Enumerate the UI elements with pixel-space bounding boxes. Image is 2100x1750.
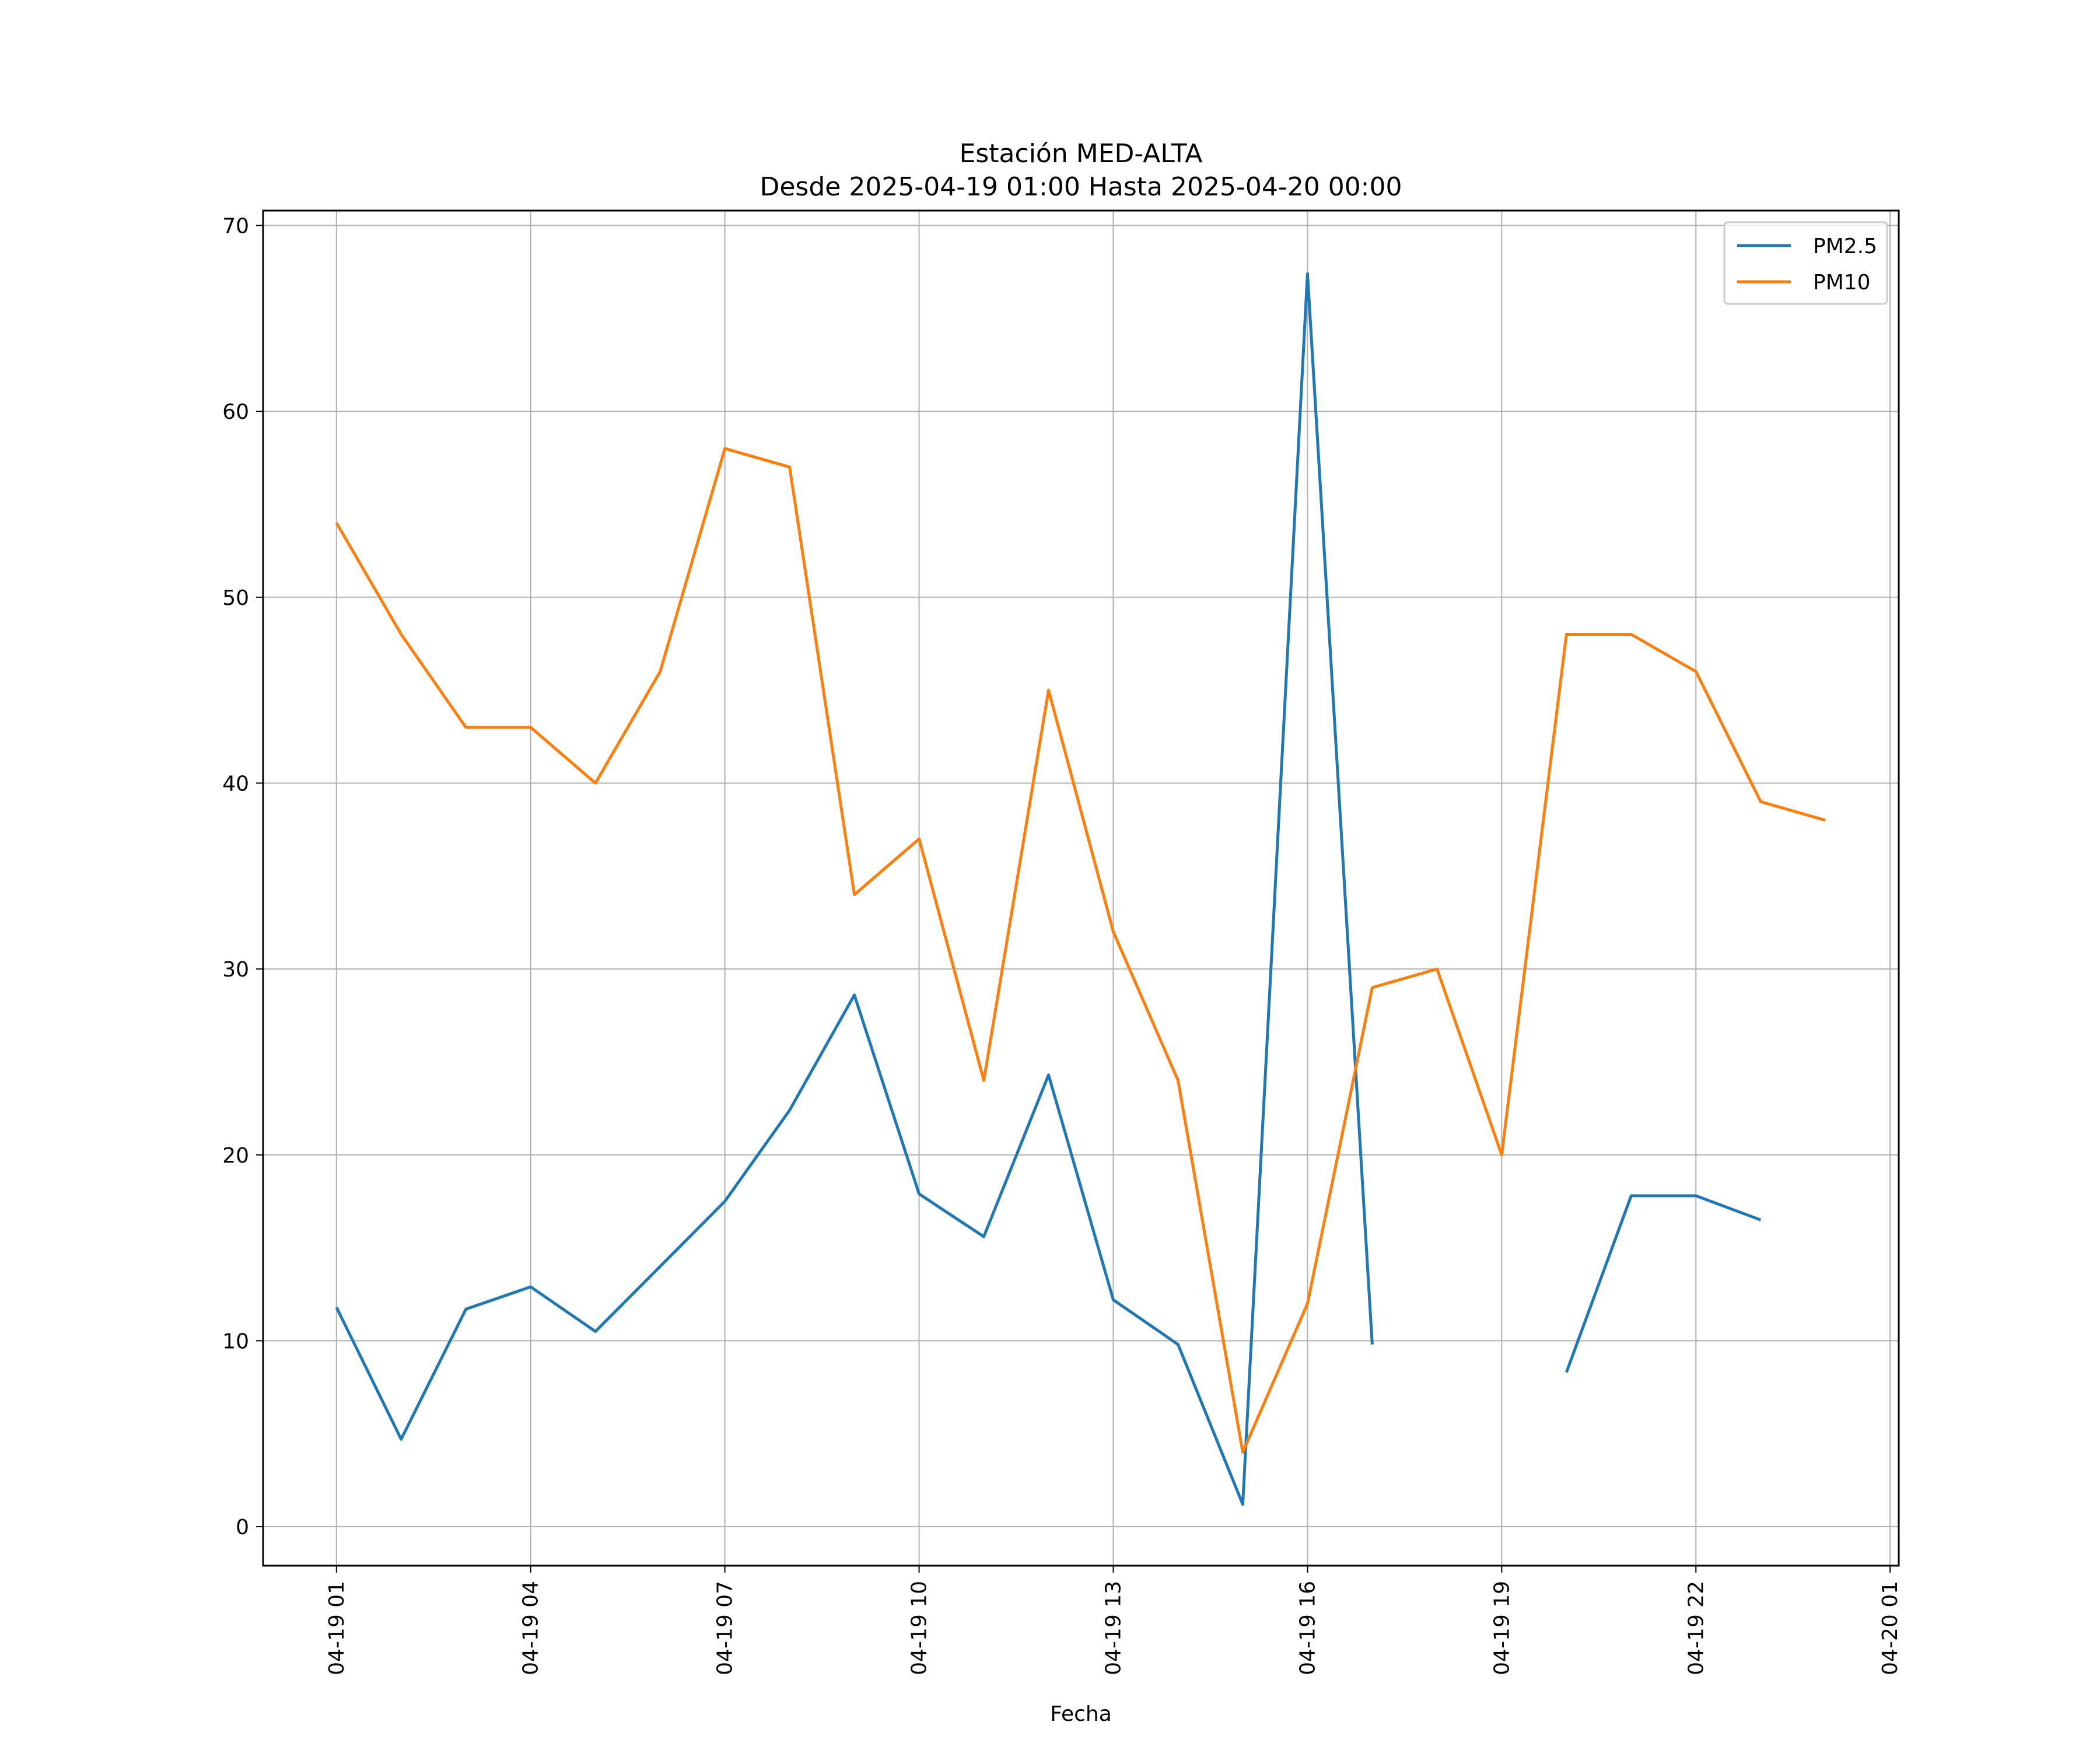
- y-tick-label: 30: [222, 958, 249, 982]
- x-tick-label: 04-19 07: [713, 1581, 737, 1675]
- series-line-pm10: [335, 447, 1826, 1454]
- chart-title: Estación MED-ALTA: [960, 139, 1203, 169]
- x-tick-label: 04-19 10: [908, 1581, 932, 1675]
- x-tick-label: 04-19 22: [1684, 1581, 1708, 1675]
- x-tick-label: 04-19 13: [1101, 1581, 1125, 1675]
- series-line-pm2-5: [1564, 1194, 1762, 1373]
- series-line-pm2-5: [335, 272, 1374, 1506]
- y-tick-label: 70: [222, 214, 249, 238]
- x-tick-label: 04-19 01: [325, 1581, 349, 1675]
- legend-label-pm2-5: PM2.5: [1813, 235, 1877, 258]
- grid: [263, 211, 1899, 1566]
- x-tick-label: 04-19 19: [1490, 1581, 1514, 1675]
- x-tick-label: 04-19 04: [519, 1581, 543, 1675]
- legend-label-pm10: PM10: [1813, 271, 1871, 295]
- y-tick-label: 50: [222, 586, 249, 610]
- series-lines: [335, 272, 1826, 1506]
- legend-box: [1723, 221, 1888, 305]
- x-tick-label: 04-20 01: [1878, 1581, 1902, 1675]
- y-tick-label: 40: [222, 772, 249, 796]
- y-tick-label: 20: [222, 1144, 249, 1168]
- plot-frame: [262, 209, 1900, 1567]
- ticks: 04-19 01 04-19 04 04-19 07 04-19 10 04-19 13…: [222, 214, 1902, 1675]
- x-axis-label: Fecha: [1050, 1702, 1112, 1726]
- x-tick-label: 04-19 16: [1296, 1581, 1320, 1675]
- y-tick-label: 60: [222, 400, 249, 424]
- chart-subtitle: Desde 2025-04-19 01:00 Hasta 2025-04-20 …: [760, 172, 1402, 202]
- y-tick-label: 10: [222, 1329, 249, 1353]
- y-tick-label: 0: [236, 1516, 249, 1539]
- legend: PM2.5 PM10: [1723, 221, 1888, 305]
